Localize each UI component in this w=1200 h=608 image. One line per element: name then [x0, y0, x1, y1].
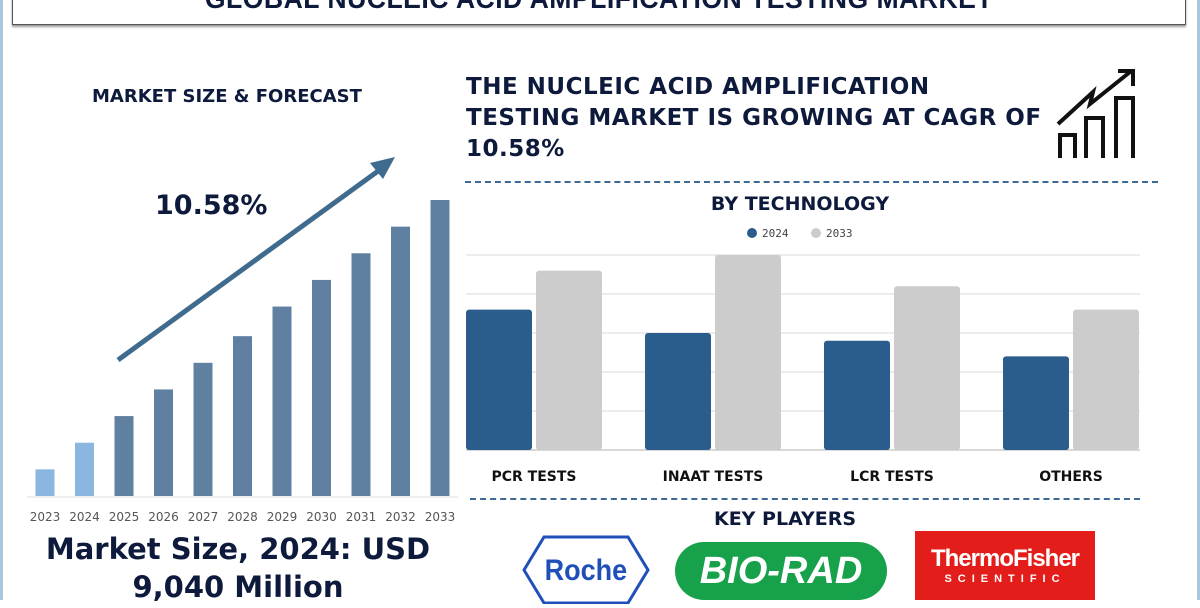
right-border	[1197, 0, 1200, 600]
x-tick-label: 2026	[148, 510, 179, 524]
x-tick-label: 2029	[267, 510, 298, 524]
bar-lcr-tests-2024	[824, 340, 890, 450]
market-size-chart-title: MARKET SIZE & FORECAST	[92, 86, 362, 107]
bar-2024	[75, 442, 94, 496]
bar-others-2033	[1073, 309, 1139, 450]
legend-label: 2024	[762, 227, 789, 240]
x-tick-label: 2025	[109, 510, 140, 524]
page-title: GLOBAL NUCLEIC ACID AMPLIFICATION TESTIN…	[42, 0, 1155, 14]
bar-pcr-tests-2033	[536, 270, 602, 450]
bar-2030	[312, 279, 331, 496]
bar-2025	[114, 416, 134, 496]
left-border	[0, 0, 3, 600]
svg-text:Roche: Roche	[545, 554, 627, 588]
technology-chart-title: BY TECHNOLOGY	[710, 193, 890, 215]
bar-2027	[193, 362, 213, 496]
bar-2023	[35, 469, 55, 496]
category-label: LCR TESTS	[850, 469, 934, 485]
cagr-annotation: 10.58%	[155, 190, 268, 221]
category-label: INAAT TESTS	[663, 469, 764, 485]
divider-top	[465, 181, 1158, 183]
x-tick-label: 2030	[306, 510, 337, 524]
legend-label: 2033	[826, 227, 853, 240]
bar-inaat-tests-2033	[715, 255, 781, 450]
x-tick-label: 2028	[227, 510, 258, 524]
logo-roche: Roche	[522, 534, 650, 605]
bar-2028	[233, 336, 252, 496]
bar-2029	[272, 306, 292, 496]
bar-2032	[391, 226, 410, 496]
bar-2031	[351, 253, 371, 496]
trend-arrow-line	[116, 163, 387, 363]
category-label: PCR TESTS	[491, 469, 576, 485]
x-tick-label: 2032	[385, 510, 416, 524]
bar-2033	[430, 200, 450, 496]
bar-inaat-tests-2024	[645, 333, 711, 450]
market-size-text: Market Size, 2024: USD 9,040 Million	[45, 532, 431, 604]
bar-pcr-tests-2024	[466, 309, 532, 450]
x-tick-label: 2023	[30, 510, 61, 524]
legend-marker-2024	[747, 228, 757, 238]
trend-arrow-head	[370, 157, 395, 179]
bar-others-2024	[1003, 356, 1069, 450]
logo-thermo-fisher: ThermoFisher SCIENTIFIC	[915, 531, 1095, 600]
bar-lcr-tests-2033	[894, 286, 960, 450]
technology-chart: PCR TESTS INAAT TESTS LCR TESTS OTHERS 2024 2…	[466, 227, 1140, 485]
bar-2026	[154, 389, 173, 496]
market-size-chart: 2023 2024 2025 2026 2027 2028 2029 2030 2031 2032…	[27, 157, 458, 524]
cagr-headline: THE NUCLEIC ACID AMPLIFICATION TESTING M…	[466, 74, 1042, 162]
title-banner: GLOBAL NUCLEIC ACID AMPLIFICATION TESTIN…	[12, 0, 1186, 25]
x-tick-label: 2024	[69, 510, 100, 524]
logo-bio-rad: BIO-RAD	[675, 542, 887, 600]
x-tick-label: 2027	[188, 510, 219, 524]
x-tick-label: 2031	[346, 510, 377, 524]
legend-marker-2033	[811, 228, 821, 238]
growth-chart-icon	[1056, 69, 1135, 158]
key-players-title: KEY PLAYERS	[713, 508, 857, 530]
category-label: OTHERS	[1039, 469, 1103, 485]
x-tick-label: 2033	[425, 510, 456, 524]
divider-bottom	[470, 498, 1140, 500]
